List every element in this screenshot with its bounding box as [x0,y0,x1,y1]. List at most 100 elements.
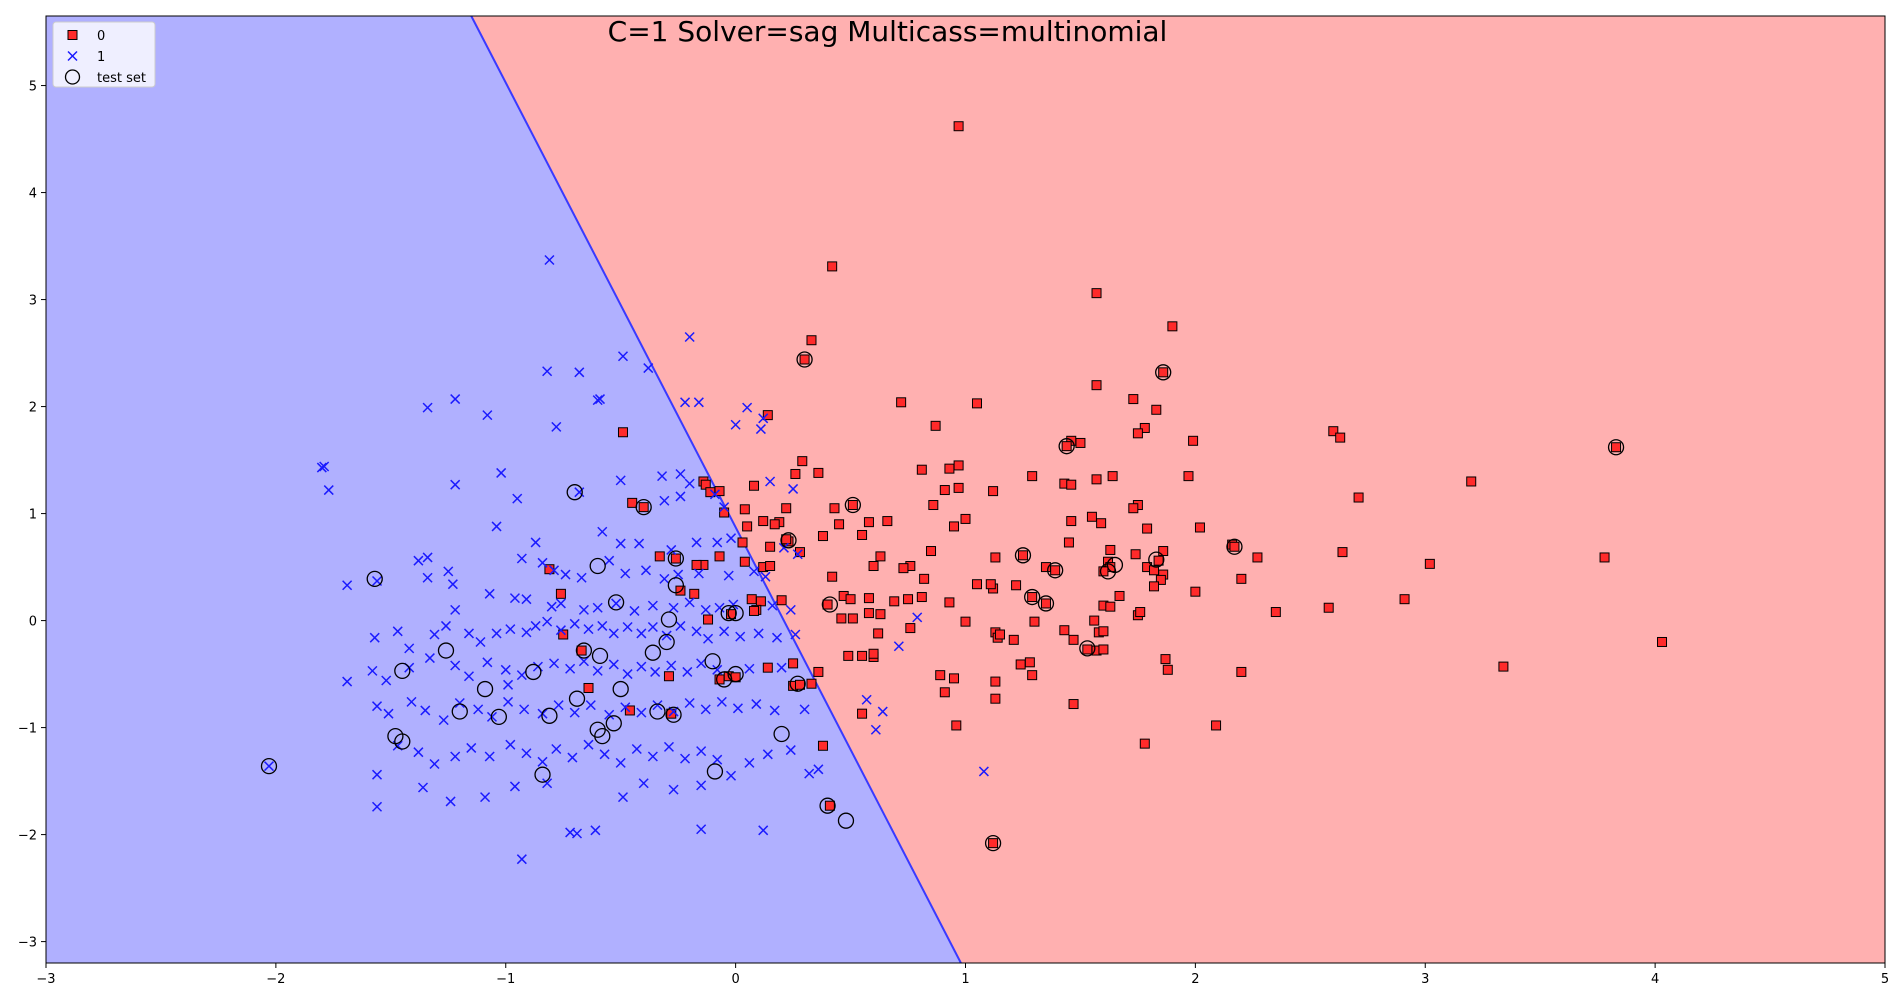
class-1-point [383,708,394,719]
class-0-point [1162,664,1173,675]
class-1-point [406,696,417,707]
test-set-point [476,680,494,698]
test-set-point [715,671,733,688]
class-0-point [670,553,681,564]
class-1-point [454,697,465,709]
class-0-point [638,502,649,513]
class-0-point [1158,546,1169,557]
class-1-point [684,331,695,343]
x-tick-label: 5 [1881,972,1889,987]
class-1-point [912,612,923,623]
legend-label: 1 [97,50,105,65]
class-1-point [491,628,502,639]
class-1-point [755,424,766,435]
class-1-point [629,605,640,616]
class-1-point [684,478,695,489]
legend-label: 0 [97,29,105,44]
class-1-point [640,565,652,576]
class-0-point [1611,442,1622,453]
class-0-point [1190,586,1201,597]
class-0-point [857,650,868,661]
class-0-point [1068,699,1079,710]
class-1-point [503,679,514,690]
class-1-point [530,620,541,631]
chart-title: C=1 Solver=sag Multicass=multinomial [608,15,1168,48]
class-0-point [1063,537,1074,548]
test-set-point [635,499,652,516]
class-1-point [463,628,475,639]
test-set-point [568,690,586,707]
class-1-point [608,628,619,639]
legend-circle-marker [64,69,81,85]
class-0-point [926,546,937,557]
class-1-point [599,749,610,760]
class-1-point [342,676,353,687]
class-0-point [781,503,792,514]
class-1-point [700,704,711,715]
class-1-point [473,704,484,715]
class-0-point [1086,511,1097,522]
class-0-point [944,463,955,474]
test-set-point [260,757,278,775]
class-1-point [413,747,424,758]
class-0-point [990,676,1001,687]
class-0-point [916,592,927,603]
class-0-point [985,579,996,590]
class-0-point [1139,422,1150,433]
class-1-point [548,565,560,576]
class-0-point [558,629,569,640]
class-0-point [797,456,808,467]
class-0-point [1091,474,1102,485]
class-1-point [771,632,783,643]
class-0-point [1188,435,1199,446]
test-set-point [665,706,682,723]
class-1-point [450,751,461,762]
class-0-point [1068,634,1079,645]
class-1-point [592,602,603,613]
class-0-point [1599,552,1610,563]
class-0-point [1424,558,1435,569]
class-1-point [583,624,594,635]
class-1-point [725,770,737,781]
class-1-point [696,824,707,835]
class-0-point [875,551,886,562]
class-1-point [537,756,548,767]
x-tick-label: 4 [1651,972,1659,987]
class-1-point [438,715,449,726]
class-0-point [1236,573,1247,584]
class-0-point [755,596,766,607]
class-0-point [817,740,828,751]
y-tick-label: −3 [18,936,37,951]
class-0-point [1337,547,1348,558]
class-0-point [1335,432,1346,443]
class-0-point [827,571,838,582]
class-1-point [758,825,769,836]
class-0-point [714,674,725,685]
class-1-point [516,854,527,865]
class-0-point [555,588,566,599]
test-set-point [591,647,609,665]
class-0-point [788,658,799,669]
test-set-point [837,812,855,829]
test-set-point [605,715,622,732]
class-1-point [804,768,815,779]
class-1-point [680,753,691,764]
class-1-point [680,397,691,408]
class-1-point [893,641,904,652]
class-1-point [585,700,596,711]
class-1-point [788,483,799,494]
class-1-point [404,643,415,654]
legend-x-marker [67,50,78,62]
class-0-point [896,397,907,408]
y-tick-label: 3 [29,294,37,309]
legend-item: 0 [67,29,105,44]
class-0-point [953,460,964,471]
class-1-point [482,410,493,421]
class-0-point [971,579,982,590]
test-set-point [727,604,744,622]
class-1-point [551,421,562,432]
class-1-point [555,598,566,609]
class-0-point [776,595,787,606]
class-1-point [551,743,562,755]
class-0-point [749,480,760,491]
